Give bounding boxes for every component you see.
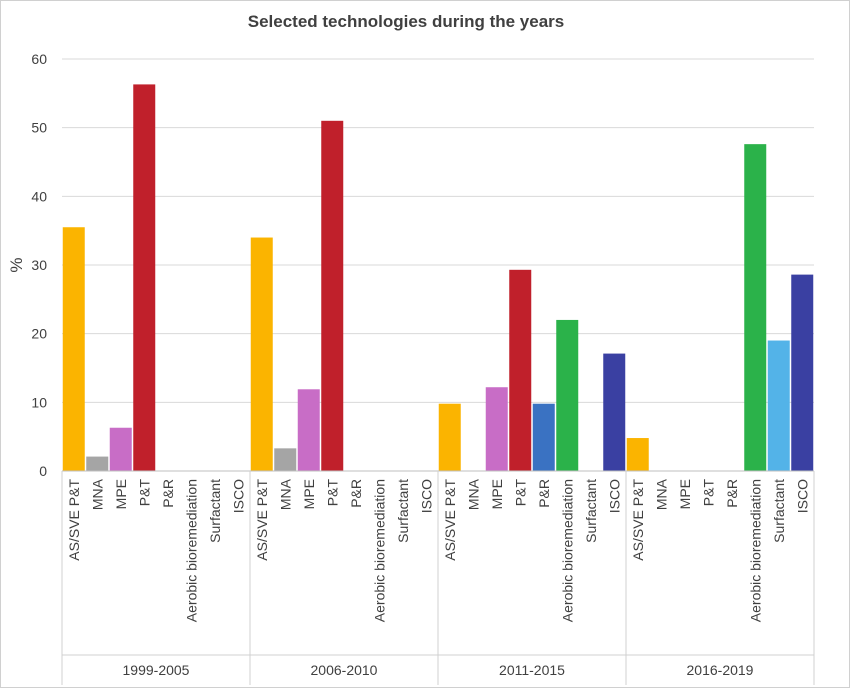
category-label: Surfactant: [583, 479, 599, 543]
category-label: P&R: [160, 479, 176, 508]
bar: [744, 144, 767, 471]
category-label: P&R: [536, 479, 552, 508]
y-tick-label: 10: [31, 394, 47, 410]
category-label: AS/SVE P&T: [442, 479, 458, 561]
category-label: MPE: [677, 479, 693, 509]
category-label: ISCO: [230, 479, 246, 513]
group-label: 2011-2015: [499, 662, 565, 678]
bar: [603, 353, 626, 471]
y-axis-label: %: [7, 257, 26, 272]
bars: [62, 84, 814, 472]
category-label: P&R: [724, 479, 740, 508]
category-label: Surfactant: [207, 479, 223, 543]
y-tick-label: 60: [31, 51, 47, 67]
category-label: AS/SVE P&T: [66, 479, 82, 561]
chart-title: Selected technologies during the years: [248, 12, 564, 31]
group-label: 2006-2010: [311, 662, 378, 678]
y-tick-label: 30: [31, 257, 47, 273]
category-label: Aerobic bioremediation: [559, 479, 575, 622]
bar: [321, 120, 344, 472]
bar: [250, 237, 273, 471]
category-label: MPE: [301, 479, 317, 509]
y-tick-label: 0: [39, 463, 47, 479]
category-label: MPE: [113, 479, 129, 509]
category-label: P&R: [348, 479, 364, 508]
category-label: Aerobic bioremediation: [371, 479, 387, 622]
bar: [297, 389, 320, 471]
category-label: Surfactant: [771, 479, 787, 543]
group-label: 2016-2019: [687, 662, 754, 678]
category-label: AS/SVE P&T: [630, 479, 646, 561]
bar: [626, 438, 649, 471]
category-label: P&T: [700, 479, 716, 507]
bar: [767, 340, 790, 471]
bar: [509, 269, 532, 471]
bar: [62, 227, 85, 471]
category-label: Surfactant: [395, 479, 411, 543]
category-label: ISCO: [418, 479, 434, 513]
y-tick-labels: 0 10 20 30 40 50 60: [31, 51, 47, 479]
category-label: Aerobic bioremediation: [183, 479, 199, 622]
x-axis: [61, 470, 815, 685]
bar: [791, 274, 814, 471]
category-label: MPE: [489, 479, 505, 509]
y-tick-label: 50: [31, 120, 47, 136]
category-label: MNA: [653, 478, 669, 510]
y-tick-label: 40: [31, 188, 47, 204]
bar: [438, 403, 461, 471]
bar: [133, 84, 156, 471]
category-label: ISCO: [606, 479, 622, 513]
category-label: MNA: [89, 478, 105, 510]
category-label: P&T: [324, 479, 340, 507]
category-label: P&T: [136, 479, 152, 507]
bar: [532, 403, 555, 471]
category-label: P&T: [512, 479, 528, 507]
bar: [485, 387, 508, 471]
category-label: Aerobic bioremediation: [747, 479, 763, 622]
group-labels: 1999-2005 2006-2010 2011-2015 2016-2019: [123, 662, 754, 678]
category-label: MNA: [465, 478, 481, 510]
bar: [556, 319, 579, 471]
group-label: 1999-2005: [123, 662, 190, 678]
grid-lines: [62, 58, 814, 403]
category-label: ISCO: [794, 479, 810, 513]
bar: [109, 427, 132, 471]
category-labels: AS/SVE P&T MNA MPE P&T P&R Aerobic bioremedia…: [66, 478, 811, 622]
bar: [274, 448, 297, 471]
y-tick-label: 20: [31, 326, 47, 342]
category-label: MNA: [277, 478, 293, 510]
category-label: AS/SVE P&T: [254, 479, 270, 561]
bar: [86, 456, 109, 471]
